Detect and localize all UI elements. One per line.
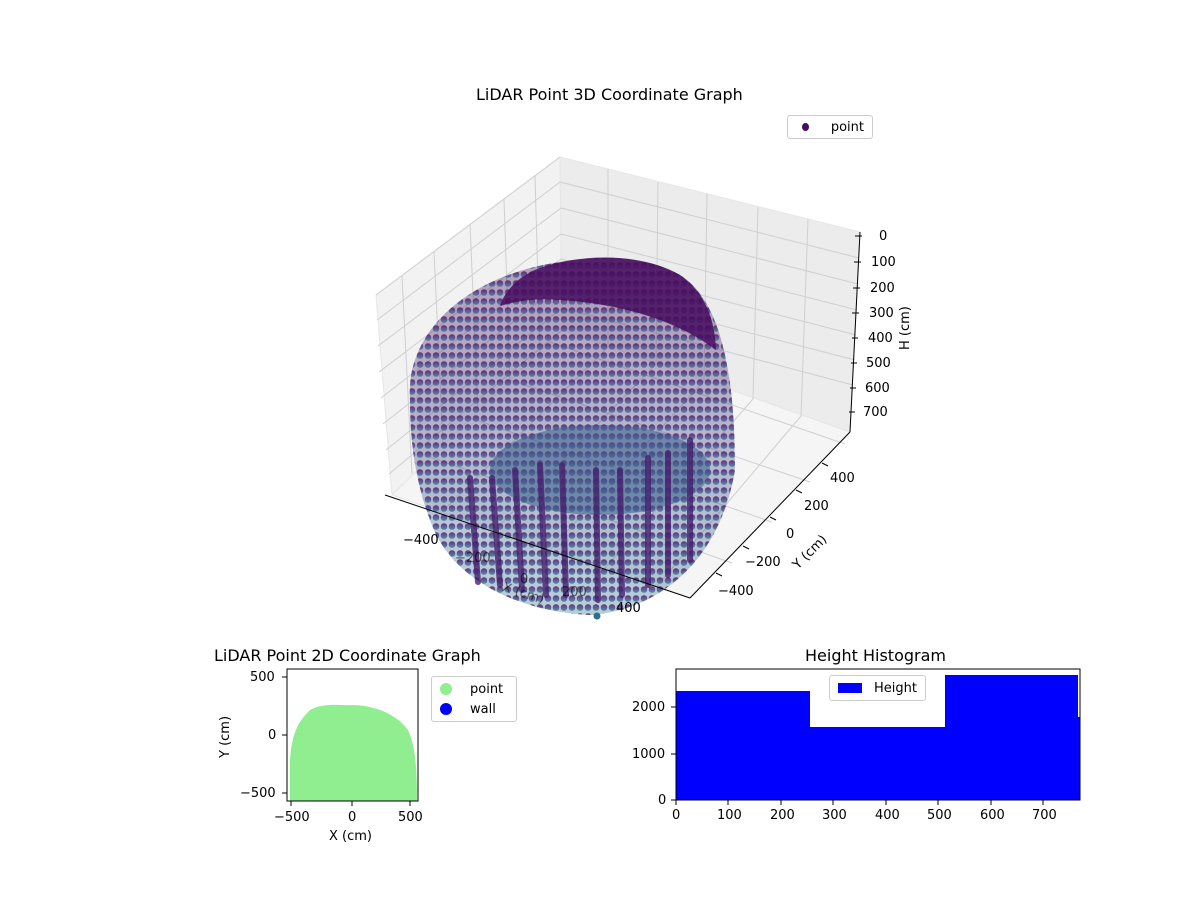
y-tick: 400 (830, 471, 855, 486)
legend-marker-icon (802, 123, 809, 131)
z-tick: 700 (863, 405, 888, 420)
legend-marker-icon (440, 703, 452, 715)
x-tick-hist: 300 (822, 808, 847, 823)
chart-3d-title: LiDAR Point 3D Coordinate Graph (476, 85, 743, 104)
y-tick: −400 (718, 584, 754, 599)
legend-item-height: Height (830, 678, 925, 698)
x-tick: −400 (403, 533, 439, 548)
z-tick: 400 (868, 331, 893, 346)
y-tick: −200 (745, 555, 781, 570)
legend-patch-icon (838, 683, 863, 693)
legend-label: point (470, 681, 504, 697)
y-tick-hist: 1000 (632, 747, 666, 762)
legend-label: point (830, 119, 864, 135)
y-tick-2d: −500 (240, 786, 276, 801)
legend-label: wall (470, 701, 496, 717)
histogram-title: Height Histogram (805, 646, 946, 665)
x-tick-2d: 500 (398, 810, 423, 825)
y-axis-label-2d: Y (cm) (218, 715, 233, 758)
y-tick-2d: 500 (250, 670, 275, 685)
x-tick-hist: 400 (875, 808, 900, 823)
x-tick: −200 (455, 551, 491, 566)
y-tick-hist: 0 (658, 793, 667, 808)
legend-2d: point wall (431, 676, 517, 722)
z-axis-label: H (cm) (898, 306, 913, 350)
chart-2d (282, 668, 419, 806)
axes-3d (384, 231, 862, 599)
point-cloud-3d (409, 257, 735, 620)
x-tick-hist: 500 (927, 808, 952, 823)
x-tick: 200 (562, 585, 587, 600)
legend-histogram: Height (829, 675, 926, 701)
x-tick-hist: 0 (672, 808, 681, 823)
x-tick-hist: 100 (717, 808, 742, 823)
z-tick: 100 (871, 255, 896, 270)
y-tick: 0 (786, 527, 795, 542)
chart-2d-title: LiDAR Point 2D Coordinate Graph (214, 646, 481, 665)
x-tick: 400 (616, 601, 641, 616)
x-tick-2d: −500 (274, 810, 310, 825)
z-tick: 500 (866, 356, 891, 371)
y-tick: 200 (804, 499, 829, 514)
x-axis-label-2d: X (cm) (329, 829, 372, 844)
legend-item-point: point (432, 679, 516, 699)
point-region-2d (290, 704, 417, 801)
x-tick: 0 (520, 572, 529, 587)
z-tick: 600 (865, 381, 890, 396)
legend-item-wall: wall (432, 699, 516, 719)
z-tick: 0 (879, 229, 888, 244)
y-tick-2d: 0 (268, 728, 277, 743)
legend-item-point: point (788, 116, 872, 138)
x-tick-hist: 700 (1032, 808, 1057, 823)
x-tick-hist: 600 (980, 808, 1005, 823)
y-tick-hist: 2000 (632, 700, 666, 715)
x-tick-hist: 200 (770, 808, 795, 823)
x-tick-2d: 0 (348, 810, 357, 825)
legend-3d: point (787, 115, 873, 139)
histogram-bars (676, 675, 1080, 800)
z-tick: 300 (869, 306, 894, 321)
legend-label: Height (874, 680, 917, 696)
z-tick: 200 (870, 281, 895, 296)
legend-marker-icon (440, 683, 452, 695)
chart-3d (375, 156, 862, 620)
